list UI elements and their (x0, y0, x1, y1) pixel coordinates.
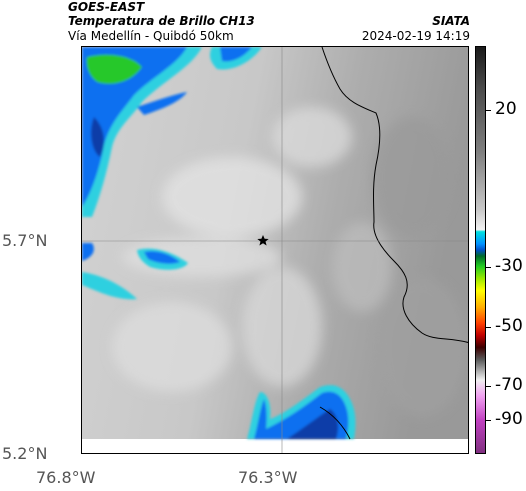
cloud-band-west (82, 243, 188, 300)
colorbar-label: 20 (495, 99, 517, 119)
colorbar-label: -50 (495, 316, 523, 336)
colorbar-tick (486, 110, 491, 111)
border-line (321, 47, 468, 344)
colorbar-tick (486, 327, 491, 328)
lon-label-76-3: 76.3°W (238, 468, 298, 487)
cloud-top-south (247, 385, 356, 439)
cloud-top-nw (82, 47, 262, 217)
colorbar-tick (486, 267, 491, 268)
colorbar (475, 46, 486, 454)
colorbar-tick (486, 386, 491, 387)
lat-label-5-7: 5.7°N (2, 231, 48, 250)
lon-label-76-8: 76.8°W (36, 468, 96, 487)
lat-label-5-2: 5.2°N (2, 444, 48, 463)
satellite-title: GOES-EAST (68, 0, 145, 14)
colorbar-tick (486, 420, 491, 421)
colorbar-label: -70 (495, 375, 523, 395)
satellite-map (81, 46, 469, 454)
star-marker (257, 235, 269, 246)
colorbar-label: -90 (495, 409, 523, 429)
colorbar-label: -30 (495, 256, 523, 276)
organization-label: SIATA (432, 14, 470, 28)
location-subtitle: Vía Medellín - Quibdó 50km (68, 29, 234, 43)
brightness-temperature-image (82, 47, 468, 453)
product-title: Temperatura de Brillo CH13 (68, 14, 255, 28)
datetime-label: 2024-02-19 14:19 (361, 29, 470, 43)
